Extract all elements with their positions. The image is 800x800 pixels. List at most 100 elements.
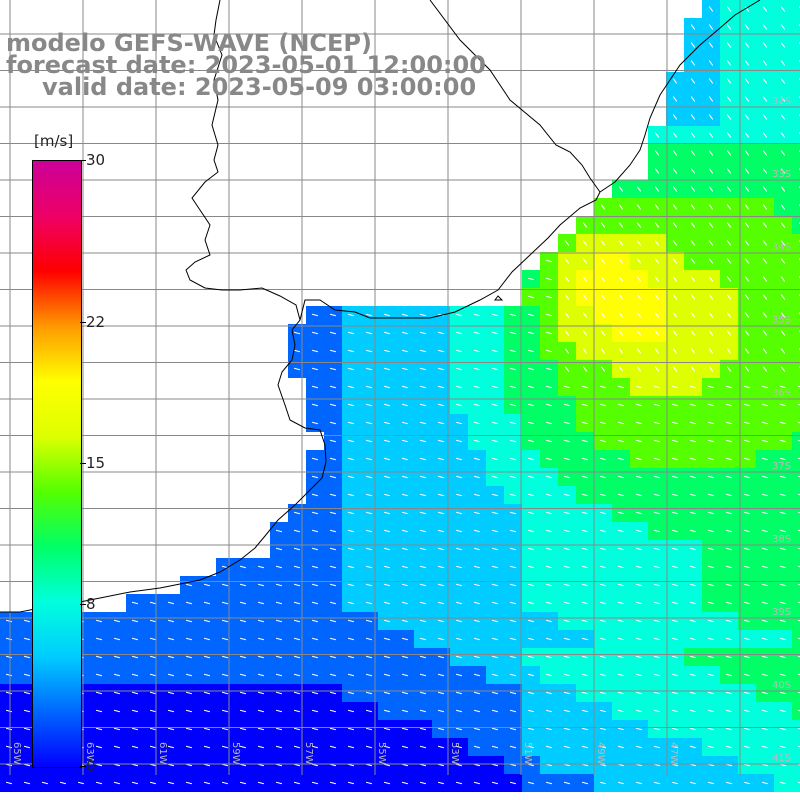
wave-arrow [599,385,607,389]
wave-arrow [311,583,319,587]
wave-arrow [401,691,409,695]
wave-arrow [708,330,714,336]
wave-arrow [563,565,571,569]
wave-arrow [563,529,571,533]
wave-arrow [329,439,337,443]
wave-arrow [779,601,787,605]
wave-arrow [545,691,553,695]
wave-arrow [239,691,247,695]
wave-arrow [347,565,355,569]
wave-arrow [545,709,553,713]
wave-arrow [581,763,589,767]
wave-arrow [779,619,787,623]
wave-arrow [527,673,535,677]
wave-arrow [581,709,589,713]
wave-arrow [491,691,499,695]
wave-arrow [743,511,751,515]
wave-arrow [672,258,678,264]
wave-cell [792,144,800,162]
wave-arrow [780,294,786,300]
wave-arrow [311,421,319,425]
wave-arrow [275,619,283,623]
wave-arrow [743,457,751,461]
wave-arrow [797,421,800,424]
wave-arrow [311,403,319,407]
wave-arrow [329,691,337,695]
wave-arrow [689,763,697,767]
wave-arrow [329,565,337,569]
wave-arrow [131,709,139,713]
wave-arrow [689,601,697,605]
wave-arrow [708,366,714,372]
wave-arrow [473,439,481,443]
wave-arrow [221,601,229,605]
wave-arrow [491,385,499,389]
wave-arrow [617,421,625,425]
wave-arrow [600,366,606,372]
wave-arrow [563,547,571,551]
wave-arrow [203,727,211,731]
wave-cell [792,396,800,414]
wave-arrow [761,601,769,605]
wave-arrow [563,421,571,425]
wave-arrow [690,330,696,336]
wave-arrow [347,637,355,641]
wave-arrow [455,475,463,479]
wave-arrow [347,583,355,587]
wave-arrow [654,186,660,192]
wave-arrow [671,745,679,749]
wave-arrow [509,439,517,443]
wave-arrow [707,709,715,713]
wave-arrow [293,547,301,551]
wave-arrow [707,583,715,587]
wave-arrow [113,709,121,713]
wave-arrow [221,709,229,713]
wave-arrow [419,763,427,767]
wave-arrow [563,439,571,443]
wave-arrow [311,529,319,533]
wave-arrow [564,258,570,264]
wave-arrow [636,294,642,300]
wave-arrow [491,547,499,551]
wave-cell [792,90,800,108]
wave-arrow [725,601,733,605]
wave-arrow [347,439,355,443]
wave-arrow [383,673,391,677]
wave-arrow [636,366,642,372]
wave-arrow [707,385,715,389]
wave-arrow [672,78,678,84]
wave-arrow [401,475,409,479]
wave-arrow [509,655,517,659]
wave-arrow [455,745,463,749]
wave-arrow [725,547,733,551]
wave-arrow [636,312,642,318]
wave-arrow [419,583,427,587]
wave-arrow [401,439,409,443]
wave-arrow [95,655,103,659]
wave-arrow [473,475,481,479]
wave-arrow [113,727,121,731]
wave-arrow [690,348,696,354]
colorbar [32,160,82,768]
wave-arrow [455,331,463,335]
wave-arrow [5,673,13,677]
wave-arrow [618,240,624,246]
wave-arrow [762,276,768,282]
wave-arrow [762,78,768,84]
wave-arrow [437,709,445,713]
wave-arrow [689,385,697,389]
colorbar-tick-label: 22 [86,312,106,331]
wave-arrow [383,493,391,497]
wave-arrow [689,673,697,677]
wave-arrow [762,186,768,192]
wave-arrow [690,240,696,246]
wave-arrow [491,655,499,659]
wave-arrow [347,349,355,353]
wave-cell [792,18,800,36]
wave-arrow [671,385,679,389]
longitude-label: 63W [84,742,95,765]
wave-arrow [383,709,391,713]
wave-arrow [654,204,660,210]
wave-cell [792,450,800,468]
wave-arrow [654,276,660,282]
